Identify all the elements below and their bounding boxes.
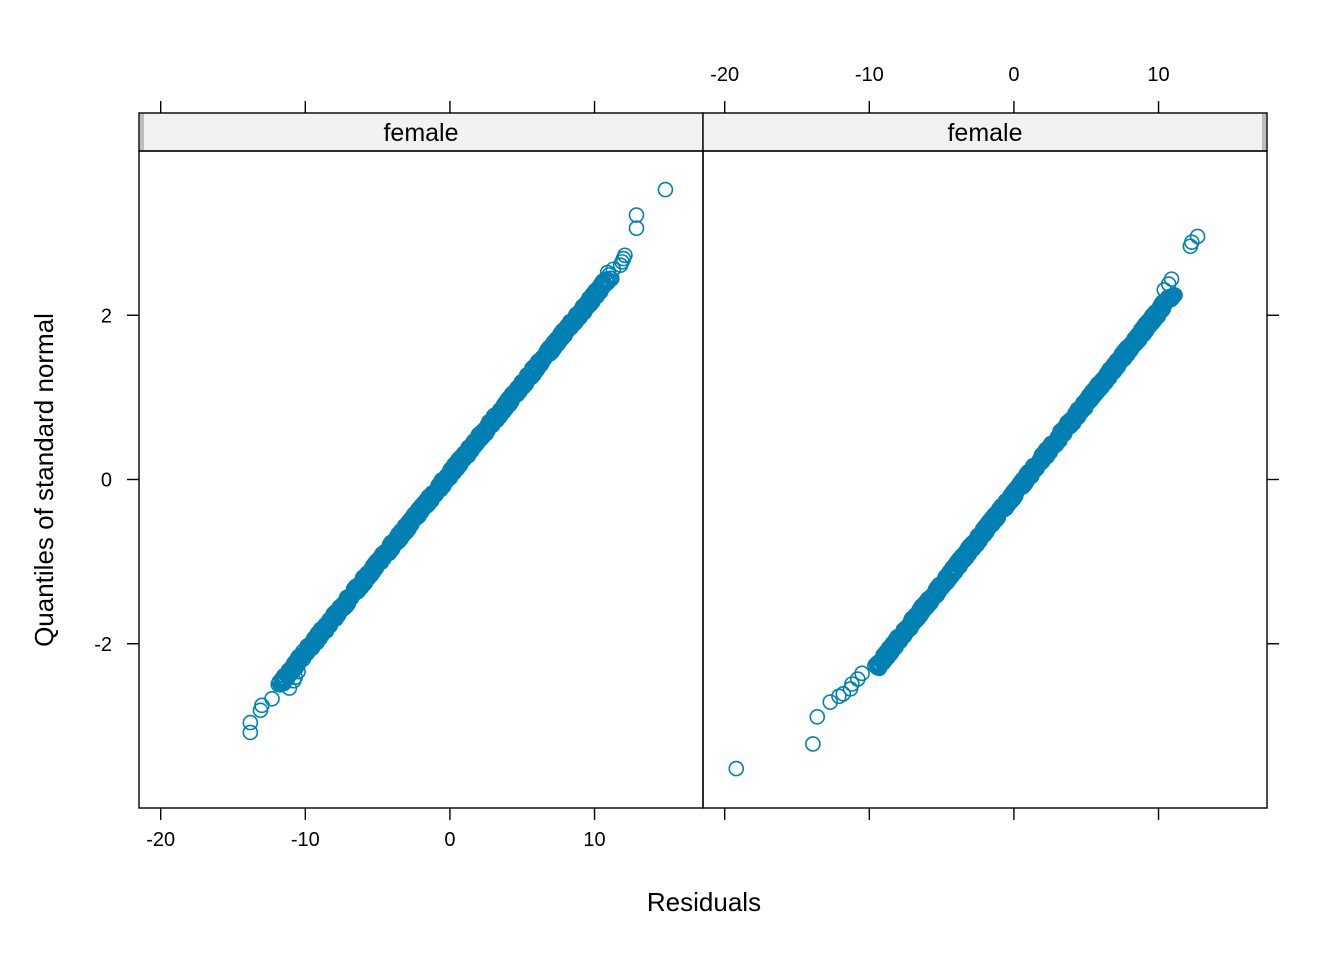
panel-2-points <box>728 228 1206 777</box>
data-point <box>1163 271 1180 287</box>
data-point <box>1189 228 1206 245</box>
panel-border <box>138 150 704 809</box>
x-tick-label: 0 <box>444 829 455 851</box>
x-tick-label: -10 <box>291 829 320 851</box>
strip-background <box>139 113 703 151</box>
panel-1-points <box>242 181 674 741</box>
data-point <box>728 760 745 777</box>
data-point <box>264 690 280 707</box>
strip-level-indicator <box>140 114 144 150</box>
axes-layer: -20 -10 0 10-20 -10 0 10-202 <box>94 64 1279 851</box>
x-tick-label: 0 <box>1008 64 1019 86</box>
y-tick-label: -2 <box>94 634 112 656</box>
data-point <box>242 724 259 741</box>
data-point <box>242 714 259 731</box>
data-point <box>854 665 870 682</box>
frame-layer: female female <box>138 112 1268 809</box>
strip-label: female <box>383 119 458 147</box>
y-tick-label: 2 <box>101 305 112 327</box>
data-point <box>585 286 601 302</box>
data-point <box>628 207 645 223</box>
data-point <box>589 281 606 298</box>
x-tick-label: 10 <box>1147 64 1169 86</box>
strip-background <box>703 113 1267 151</box>
strip-level-indicator <box>1262 114 1266 150</box>
data-point <box>657 181 674 198</box>
data-point <box>805 736 821 752</box>
data-point <box>822 694 839 710</box>
x-tick-label: -10 <box>855 64 884 86</box>
data-point <box>254 697 270 714</box>
panel-border <box>702 150 1268 809</box>
points-layer <box>242 181 1206 777</box>
x-tick-label: -20 <box>146 829 175 851</box>
x-tick-label: -20 <box>710 64 739 86</box>
y-axis-title: Quantiles of standard normal <box>29 313 59 647</box>
data-point <box>809 709 826 725</box>
data-point <box>1184 234 1200 250</box>
data-point <box>617 247 633 264</box>
data-point <box>628 220 645 236</box>
data-point <box>844 676 860 692</box>
strip-label: female <box>947 119 1022 147</box>
y-tick-label: 0 <box>101 470 112 492</box>
x-tick-label: 10 <box>583 829 605 851</box>
data-point <box>290 663 306 680</box>
x-axis-title: Residuals <box>647 887 761 917</box>
